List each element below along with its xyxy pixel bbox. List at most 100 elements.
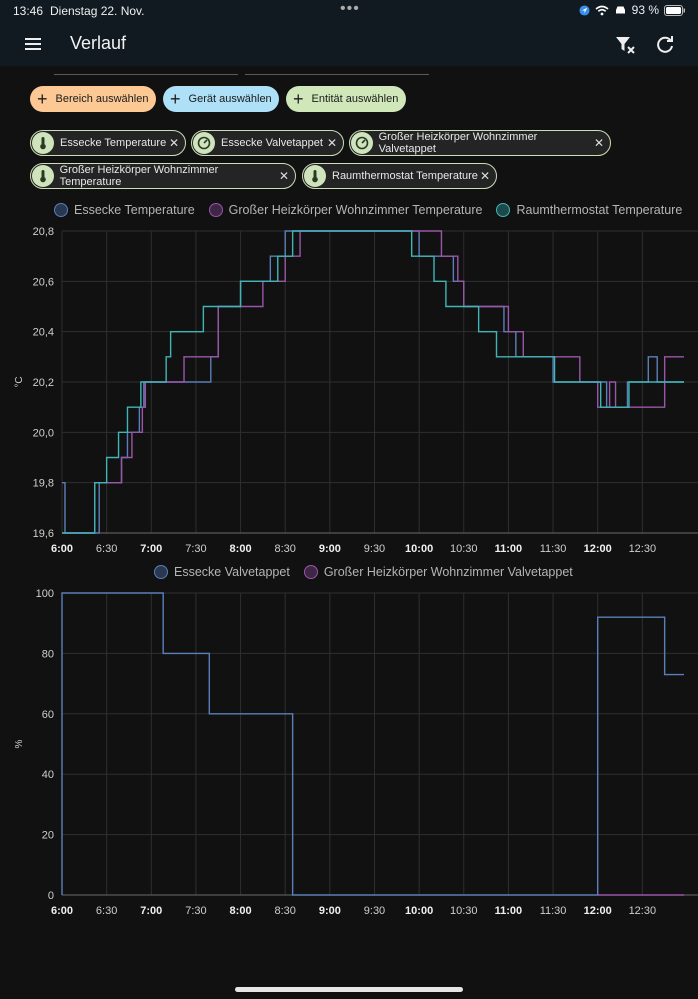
app-toolbar: Verlauf <box>0 22 698 66</box>
x-tick-label: 8:00 <box>230 543 252 555</box>
legend-swatch <box>303 565 318 579</box>
status-icons: 93 % <box>579 3 686 17</box>
x-tick-label: 12:30 <box>629 905 657 917</box>
chip-label: Großer Heizkörper Wohnzimmer Valvetappet <box>378 131 538 155</box>
entity-picker-button[interactable]: + Entität auswählen <box>286 86 406 112</box>
legend-label: Raumthermostat Temperature <box>516 203 683 217</box>
x-tick-label: 7:30 <box>185 543 206 555</box>
x-tick-label: 10:30 <box>450 543 478 555</box>
status-bar: 13:46 Dienstag 22. Nov. ••• 93 % <box>0 0 698 22</box>
chip-label: Essecke Valvetappet <box>221 137 323 149</box>
legend-label: Essecke Temperature <box>74 203 195 217</box>
chip-label: Raumthermostat Temperature <box>332 170 478 182</box>
legend-label: Essecke Valvetappet <box>174 565 290 579</box>
y-tick-label: 19,8 <box>33 478 54 490</box>
car-icon <box>615 6 625 14</box>
status-date: Dienstag 22. Nov. <box>50 4 145 18</box>
x-tick-label: 11:00 <box>495 905 523 917</box>
gauge-icon <box>351 132 373 154</box>
x-tick-label: 11:30 <box>540 543 567 555</box>
temperature-chart: 19,6 19,8 20,0 20,2 20,4 20,6 20,8 6:00 6:30 7:00… <box>14 226 698 555</box>
series-line-0 <box>62 230 684 534</box>
chip-label: Großer Heizkörper Wohnzimmer Temperature <box>59 164 219 188</box>
area-picker-button[interactable]: + Bereich auswählen <box>30 86 156 112</box>
thermometer-icon <box>304 165 326 187</box>
x-tick-label: 11:30 <box>540 905 567 917</box>
x-tick-label: 9:30 <box>364 543 385 555</box>
legend-item-essecke-temperature[interactable]: Essecke Temperature <box>54 203 195 217</box>
device-picker-button[interactable]: + Gerät auswählen <box>163 86 279 112</box>
y-tick-label: 19,6 <box>33 528 54 540</box>
end-date-field[interactable] <box>245 66 429 75</box>
legend-item-raumthermostat-temperature[interactable]: Raumthermostat Temperature <box>496 203 682 217</box>
y-tick-label: 100 <box>36 588 54 600</box>
x-tick-label: 12:00 <box>584 543 612 555</box>
remove-chip-icon[interactable]: ✕ <box>168 136 179 150</box>
clear-filter-icon[interactable] <box>613 33 637 57</box>
legend-label: Großer Heizkörper Wohnzimmer Valvetappet <box>323 565 573 579</box>
entity-picker-label: Entität auswählen <box>311 93 399 105</box>
x-tick-label: 12:30 <box>629 543 657 555</box>
chip-grosser-heizkoerper-valvetappet: Großer Heizkörper Wohnzimmer Valvetappet… <box>349 130 611 156</box>
x-tick-label: 7:30 <box>185 905 206 917</box>
valve-chart: 0 20 40 60 80 100 6:00 6:30 7:00 7:30 8:00 8:30 9:00… <box>14 588 698 917</box>
legend-swatch <box>54 203 68 217</box>
legend-item-heizkoerper-valvetappet[interactable]: Großer Heizkörper Wohnzimmer Valvetappet <box>303 565 573 579</box>
x-tick-label: 7:00 <box>140 905 162 917</box>
battery-percentage: 93 % <box>631 3 659 17</box>
wifi-icon <box>595 5 609 15</box>
device-picker-label: Gerät auswählen <box>188 93 272 105</box>
valve-chart-legend: Essecke Valvetappet Großer Heizkörper Wo… <box>154 565 573 579</box>
chip-label: Essecke Temperature <box>60 137 167 149</box>
y-tick-label: 20,0 <box>33 427 54 439</box>
legend-swatch <box>154 565 168 579</box>
remove-chip-icon[interactable]: ✕ <box>326 136 337 150</box>
refresh-icon[interactable] <box>653 33 677 57</box>
menu-icon[interactable] <box>22 34 44 54</box>
x-tick-label: 6:30 <box>96 543 117 555</box>
remove-chip-icon[interactable]: ✕ <box>593 136 604 150</box>
remove-chip-icon[interactable]: ✕ <box>479 169 490 183</box>
multitasking-dots-icon[interactable]: ••• <box>340 0 360 17</box>
gauge-icon <box>193 132 215 154</box>
y-tick-label: 20,8 <box>33 226 54 238</box>
plus-icon: + <box>37 89 48 109</box>
start-date-field[interactable] <box>54 66 238 75</box>
y-tick-label: 80 <box>42 648 54 660</box>
area-picker-label: Bereich auswählen <box>55 93 149 105</box>
x-tick-label: 6:00 <box>51 905 73 917</box>
plus-icon: + <box>170 89 181 109</box>
y-axis-label: °C <box>14 376 25 387</box>
x-tick-label: 8:00 <box>230 905 252 917</box>
x-tick-label: 10:30 <box>450 905 478 917</box>
legend-item-heizkoerper-temperature[interactable]: Großer Heizkörper Wohnzimmer Temperature <box>208 203 483 217</box>
temperature-chart-legend: Essecke Temperature Großer Heizkörper Wo… <box>54 203 682 217</box>
status-time: 13:46 <box>13 4 44 18</box>
legend-item-essecke-valvetappet[interactable]: Essecke Valvetappet <box>154 565 290 579</box>
remove-chip-icon[interactable]: ✕ <box>278 169 289 183</box>
x-tick-label: 8:30 <box>274 543 295 555</box>
x-tick-label: 12:00 <box>584 905 612 917</box>
x-tick-label: 9:00 <box>319 543 341 555</box>
thermometer-icon <box>32 132 54 154</box>
legend-swatch <box>496 203 511 217</box>
y-tick-label: 20,6 <box>33 276 54 288</box>
series-line-0 <box>61 592 684 896</box>
thermometer-icon <box>32 165 54 187</box>
legend-label: Großer Heizkörper Wohnzimmer Temperature <box>228 203 483 217</box>
x-tick-label: 7:00 <box>140 543 162 555</box>
plus-icon: + <box>293 89 304 109</box>
location-icon <box>579 4 590 16</box>
x-tick-label: 10:00 <box>405 543 433 555</box>
x-tick-label: 9:30 <box>364 905 385 917</box>
chip-essecke-temperature: Essecke Temperature ✕ <box>30 130 186 156</box>
home-indicator[interactable] <box>235 987 463 992</box>
date-range <box>0 66 698 78</box>
legend-swatch <box>208 203 223 217</box>
y-tick-label: 60 <box>42 709 54 721</box>
x-tick-label: 8:30 <box>274 905 295 917</box>
chip-essecke-valvetappet: Essecke Valvetappet ✕ <box>191 130 344 156</box>
chip-raumthermostat-temperature: Raumthermostat Temperature ✕ <box>302 163 497 189</box>
y-axis-label: % <box>14 739 25 748</box>
x-tick-label: 10:00 <box>405 905 433 917</box>
